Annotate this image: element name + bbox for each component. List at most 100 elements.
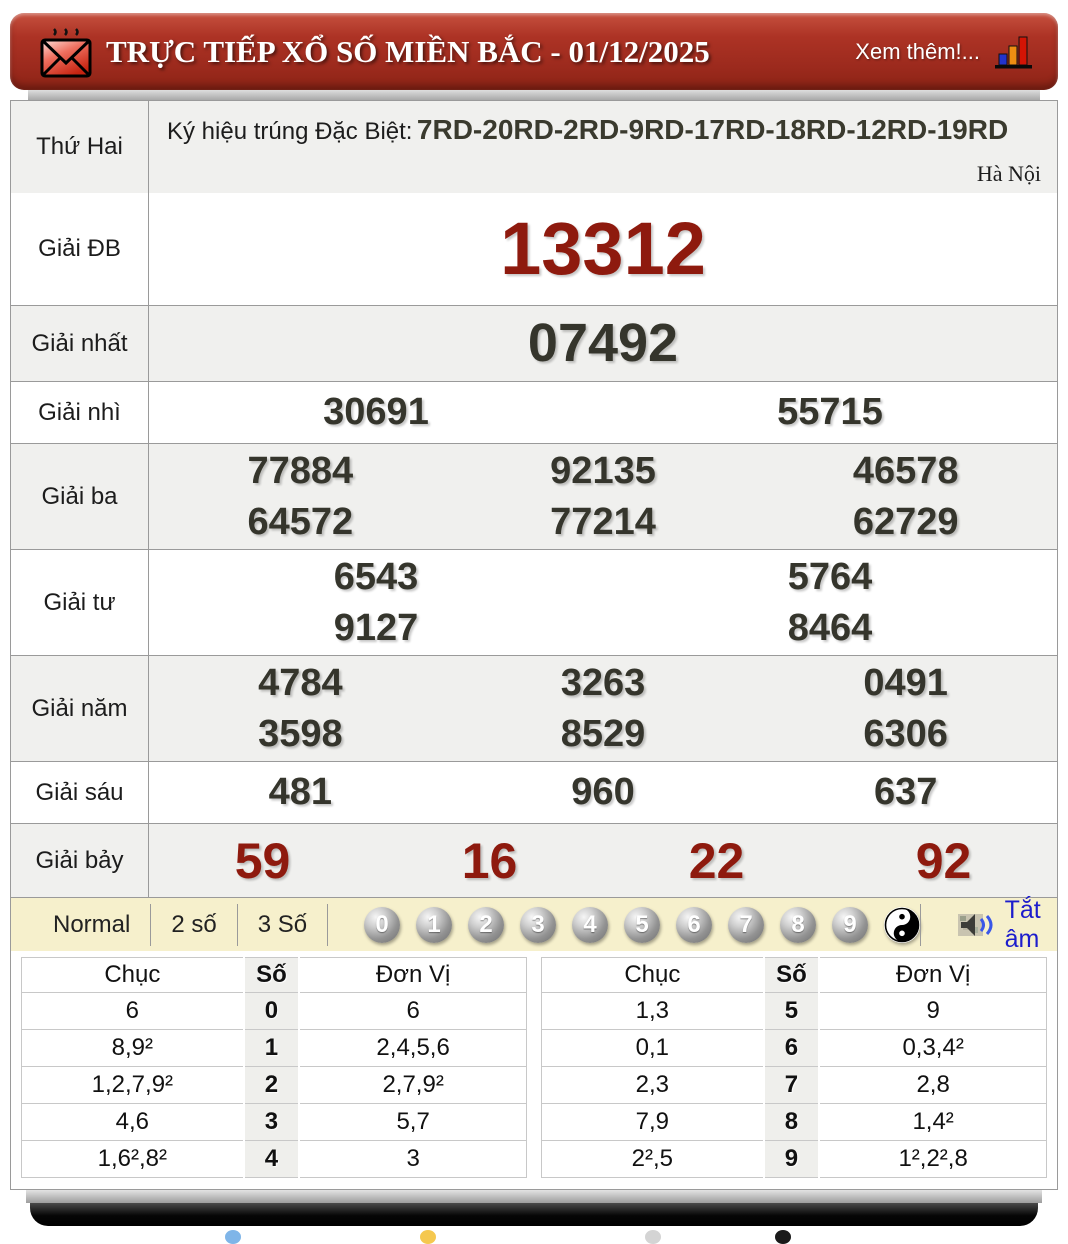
prize-value-line: 13312 (149, 208, 1057, 289)
prize-value: 13312 (149, 208, 1057, 289)
stat-cell-chuc: 4,6 (22, 1104, 244, 1141)
digit-ball-7[interactable]: 7 (728, 907, 764, 943)
prize-value: 8464 (603, 603, 1057, 653)
digit-ball-4[interactable]: 4 (572, 907, 608, 943)
header-shadow-strip (28, 90, 1040, 100)
stat-cell-donvi: 3 (299, 1141, 526, 1178)
mute-button[interactable]: Tắt âm (1005, 896, 1042, 954)
digit-ball-0[interactable]: 0 (364, 907, 400, 943)
prize-value: 960 (452, 767, 755, 817)
stat-cell-so: 5 (764, 993, 820, 1030)
prize-value: 481 (149, 767, 452, 817)
stat-header-so: Số (244, 958, 300, 993)
stat-cell-so: 3 (244, 1104, 300, 1141)
stat-cell-so: 8 (764, 1104, 820, 1141)
prize-values: 13312 (149, 193, 1057, 305)
stat-header-chuc: Chục (542, 958, 764, 993)
yinyang-ball-icon[interactable] (884, 907, 920, 943)
stat-cell-chuc: 1,3 (542, 993, 764, 1030)
digit-ball-9[interactable]: 9 (832, 907, 868, 943)
stat-cell-donvi: 5,7 (299, 1104, 526, 1141)
partial-icon-gray (645, 1230, 661, 1244)
prize-value-line: 07492 (149, 314, 1057, 373)
digit-ball-8[interactable]: 8 (780, 907, 816, 943)
mode-option-1[interactable]: 2 số (151, 911, 236, 939)
speaker-icon[interactable] (957, 909, 995, 941)
bar-chart-icon[interactable] (992, 33, 1034, 71)
stat-cell-chuc: 0,1 (542, 1030, 764, 1067)
prize-value: 3598 (149, 709, 452, 759)
stat-header-chuc: Chục (22, 958, 244, 993)
stat-cell-so: 6 (764, 1030, 820, 1067)
prize-value: 8529 (452, 709, 755, 759)
stat-cell-so: 9 (764, 1141, 820, 1178)
info-row: Thứ Hai Ký hiệu trúng Đặc Biệt: 7RD-20RD… (11, 101, 1057, 193)
prize-value: 92 (830, 831, 1057, 891)
prize-value: 9127 (149, 603, 603, 653)
digit-ball-6[interactable]: 6 (676, 907, 712, 943)
stat-cell-donvi: 2,7,9² (299, 1067, 526, 1104)
prize-value: 30691 (149, 387, 603, 437)
special-symbol-block: Ký hiệu trúng Đặc Biệt: 7RD-20RD-2RD-9RD… (149, 101, 1057, 193)
province-label: Hà Nội (977, 161, 1041, 187)
stat-cell-so: 4 (244, 1141, 300, 1178)
hot-mail-icon (38, 23, 94, 81)
weekday-label: Thứ Hai (11, 101, 149, 193)
prize-value: 637 (754, 767, 1057, 817)
symbol-codes: 7RD-20RD-2RD-9RD-17RD-18RD-12RD-19RD (417, 114, 1008, 145)
prize-label: Giải nhất (11, 306, 149, 381)
symbol-label: Ký hiệu trúng Đặc Biệt: (167, 118, 412, 145)
prize-value: 55715 (603, 387, 1057, 437)
digit-ball-1[interactable]: 1 (416, 907, 452, 943)
prize-label: Giải bảy (11, 824, 149, 897)
prize-label: Giải năm (11, 656, 149, 761)
prize-value: 46578 (754, 446, 1057, 496)
digit-ball-3[interactable]: 3 (520, 907, 556, 943)
mode-option-0[interactable]: Normal (33, 911, 150, 939)
mode-option-2[interactable]: 3 Số (238, 911, 327, 939)
prize-value: 22 (603, 831, 830, 891)
prize-value: 5764 (603, 552, 1057, 602)
prize-value: 77884 (149, 446, 452, 496)
stat-cell-chuc: 7,9 (542, 1104, 764, 1141)
stat-cell-so: 1 (244, 1030, 300, 1067)
stat-cell-donvi: 2,8 (819, 1067, 1046, 1104)
stat-cell-donvi: 0,3,4² (819, 1030, 1046, 1067)
results-panel: Thứ Hai Ký hiệu trúng Đặc Biệt: 7RD-20RD… (10, 100, 1058, 1190)
footer-gray-strip (26, 1190, 1042, 1203)
stat-cell-chuc: 1,6²,8² (22, 1141, 244, 1178)
stat-cell-chuc: 6 (22, 993, 244, 1030)
digit-ball-2[interactable]: 2 (468, 907, 504, 943)
partial-icon-yellow (420, 1230, 436, 1244)
digit-ball-5[interactable]: 5 (624, 907, 660, 943)
partial-icon-blue (225, 1230, 241, 1244)
see-more-link[interactable]: Xem thêm!... (855, 39, 980, 65)
prize-value: 6543 (149, 552, 603, 602)
prize-label: Giải sáu (11, 762, 149, 823)
